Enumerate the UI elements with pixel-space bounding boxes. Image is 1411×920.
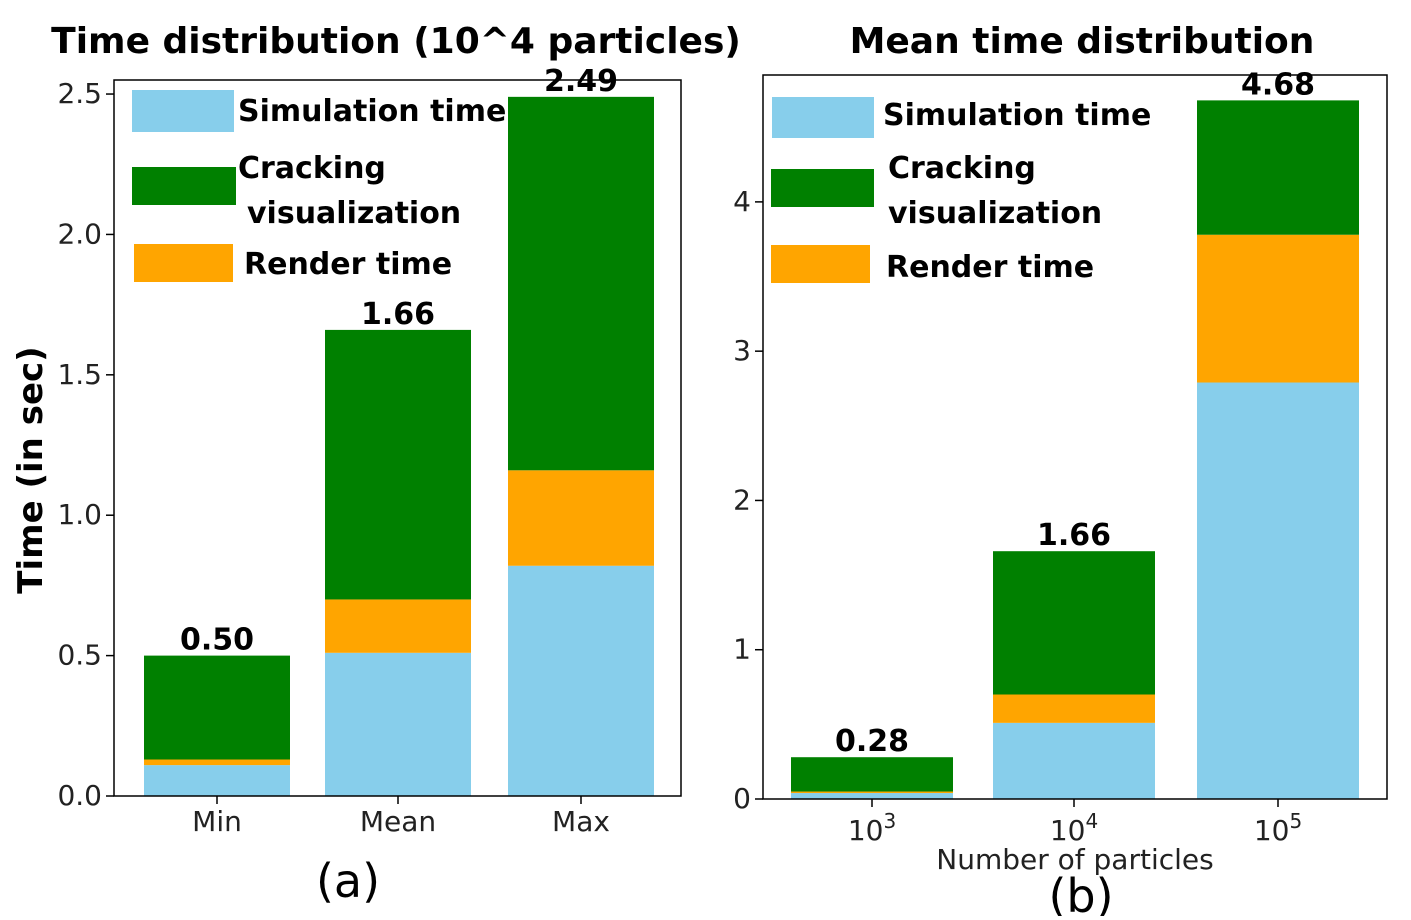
bar-segment-cracking [1197, 100, 1359, 235]
legend-a-swatch-cracking [132, 167, 236, 205]
bar-segment-render [508, 470, 654, 566]
bar-segment-render [325, 599, 471, 653]
chart-a-panel-label: (a) [316, 854, 380, 908]
ytick-label: 0.5 [57, 639, 102, 672]
bar-segment-cracking [993, 551, 1155, 695]
legend-a-swatch-simulation [132, 90, 234, 132]
bar-segment-cracking [791, 757, 953, 792]
chart-a-legend: Simulation time Cracking visualization R… [132, 90, 506, 282]
chart-b-xlabel: Number of particles [936, 843, 1213, 876]
ytick-label: 2.0 [57, 217, 102, 250]
xtick-label: Mean [360, 805, 436, 838]
bar-segment-simulation [144, 765, 290, 796]
chart-b-frame [762, 74, 1388, 800]
chart-b-legend: Simulation time Cracking visualization R… [771, 97, 1151, 285]
bar-segment-render [1197, 234, 1359, 383]
xtick-label: Min [192, 805, 242, 838]
chart-a-ylabel: Time (in sec) [11, 346, 51, 593]
chart-b: Mean time distribution 0 1 2 3 4 103 104 105 0… [733, 21, 1388, 920]
bar-total-label: 4.68 [1241, 67, 1315, 102]
xtick-label: 105 [1254, 809, 1302, 847]
bar-total-label: 1.66 [1037, 518, 1111, 553]
legend-b-cracking-label-line2: visualization [888, 196, 1102, 231]
legend-a-cracking-label-line2: visualization [247, 196, 461, 231]
legend-a-cracking-label-line1: Cracking [238, 151, 386, 186]
legend-a-swatch-render [134, 244, 233, 282]
legend-b-render-label: Render time [886, 250, 1094, 285]
bar-segment-cracking [144, 655, 290, 760]
legend-b-cracking-label-line1: Cracking [888, 151, 1036, 186]
ytick-label: 0 [733, 782, 751, 815]
chart-a-title: Time distribution (10^4 particles) [51, 21, 741, 62]
ytick-label: 1.0 [57, 498, 102, 531]
chart-a: Time distribution (10^4 particles) Time … [11, 21, 741, 908]
chart-a-value-labels: 0.50 1.66 2.49 [180, 64, 618, 658]
chart-b-panel-label: (b) [1048, 869, 1113, 916]
chart-b-value-labels: 0.28 1.66 4.68 [835, 67, 1315, 759]
legend-b-swatch-cracking [771, 169, 874, 207]
chart-a-xticks: Min Mean Max [192, 796, 610, 838]
legend-b-swatch-render [771, 245, 870, 283]
legend-a-simulation-label: Simulation time [238, 94, 506, 129]
ytick-label: 4 [733, 185, 751, 218]
ytick-label: 3 [733, 334, 751, 367]
bar-segment-simulation [993, 722, 1155, 799]
chart-a-yticks: 0.0 0.5 1.0 1.5 2.0 2.5 [57, 77, 114, 812]
ytick-label: 2 [733, 483, 751, 516]
chart-b-xticks: 103 104 105 [848, 799, 1302, 847]
legend-b-swatch-simulation [772, 97, 874, 138]
bar-total-label: 1.66 [361, 297, 435, 332]
bar-segment-simulation [508, 565, 654, 796]
bar-total-label: 0.50 [180, 623, 254, 658]
bar-segment-simulation [1197, 382, 1359, 799]
bar-total-label: 2.49 [544, 64, 618, 99]
chart-b-yticks: 0 1 2 3 4 [733, 185, 763, 815]
chart-a-bars [144, 96, 654, 796]
bar-segment-render [791, 791, 953, 794]
bar-total-label: 0.28 [835, 724, 909, 759]
bar-segment-cracking [508, 96, 654, 471]
xtick-label: 103 [848, 809, 896, 847]
chart-b-title: Mean time distribution [850, 21, 1315, 62]
bar-segment-render [993, 694, 1155, 723]
legend-a-render-label: Render time [244, 247, 452, 282]
xtick-label: 104 [1050, 809, 1098, 847]
chart-a-frame [113, 79, 682, 797]
bar-segment-cracking [325, 329, 471, 600]
legend-b-simulation-label: Simulation time [883, 98, 1151, 133]
ytick-label: 1 [733, 633, 751, 666]
bar-segment-render [144, 759, 290, 766]
bar-segment-simulation [791, 793, 953, 799]
chart-b-bars [791, 100, 1359, 799]
ytick-label: 2.5 [57, 77, 102, 110]
ytick-label: 1.5 [57, 358, 102, 391]
xtick-label: Max [552, 805, 610, 838]
ytick-label: 0.0 [57, 779, 102, 812]
bar-segment-simulation [325, 652, 471, 796]
